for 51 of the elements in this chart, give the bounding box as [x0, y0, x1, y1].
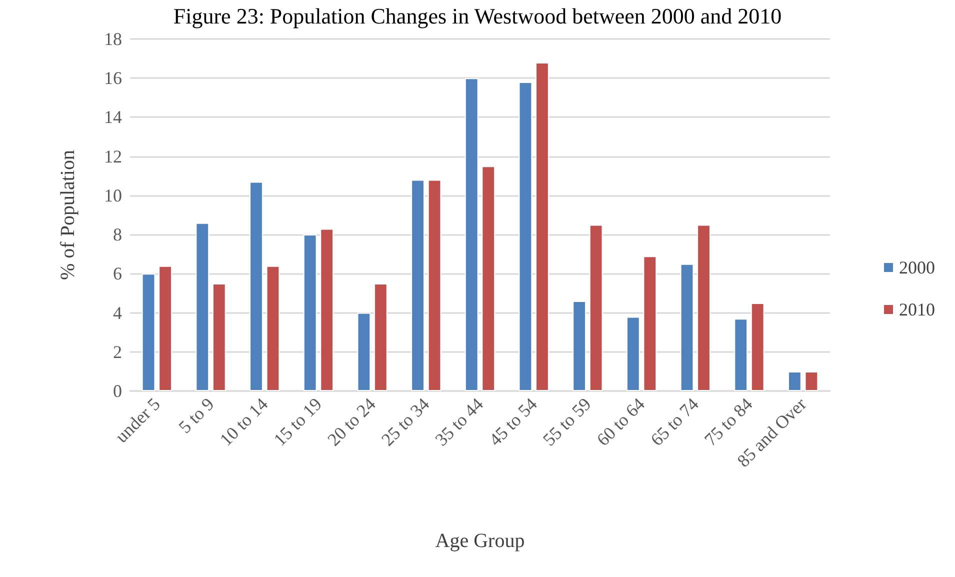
- y-tick-label: 18: [104, 29, 122, 49]
- legend-label: 2010: [899, 300, 935, 320]
- bar: [788, 371, 802, 391]
- bar: [357, 312, 371, 391]
- bar: [411, 180, 424, 391]
- bar: [589, 224, 603, 391]
- x-tick-label: 60 to 64: [592, 394, 649, 450]
- bar: [804, 371, 818, 391]
- bar: [734, 318, 748, 391]
- x-tick-label: 65 to 74: [646, 394, 702, 450]
- bar: [250, 182, 263, 391]
- bar: [266, 266, 280, 391]
- y-tick-label: 0: [113, 381, 122, 401]
- x-tick-label: 10 to 14: [216, 394, 272, 450]
- bar: [536, 62, 549, 391]
- bar: [643, 256, 657, 391]
- x-tick-label: 45 to 54: [485, 394, 541, 450]
- x-tick-label: 5 to 9: [174, 394, 218, 438]
- bar: [303, 234, 317, 391]
- x-tick-label: 55 to 59: [538, 394, 595, 450]
- bar: [482, 166, 496, 391]
- x-tick-label: 25 to 34: [377, 394, 434, 450]
- y-tick-label: 6: [113, 264, 122, 284]
- bar: [196, 222, 210, 391]
- bar: [680, 264, 694, 391]
- bar: [142, 274, 156, 391]
- y-tick-label: 14: [104, 107, 122, 128]
- x-tick-label: 35 to 44: [431, 394, 488, 450]
- y-tick-label: 8: [113, 224, 122, 245]
- bar: [374, 283, 388, 391]
- y-tick-label: 12: [104, 146, 122, 166]
- bar: [464, 78, 478, 391]
- y-tick-label: 16: [104, 68, 122, 88]
- bar: [428, 180, 442, 391]
- x-tick-label: 20 to 24: [324, 394, 380, 450]
- y-tick-label: 4: [113, 302, 122, 323]
- legend-label: 2000: [899, 258, 935, 278]
- bar: [518, 82, 532, 391]
- chart-title: Figure 23: Population Changes in Westwood between 2000 and 2010: [173, 4, 782, 28]
- bar: [572, 301, 586, 391]
- bar: [212, 283, 226, 391]
- x-tick-label: 15 to 19: [270, 394, 326, 450]
- bar: [750, 303, 764, 391]
- bar: [320, 228, 334, 391]
- x-axis-title: Age Group: [435, 530, 525, 552]
- y-tick-label: 2: [113, 342, 122, 362]
- y-tick-label: 10: [104, 185, 122, 206]
- bar: [158, 266, 172, 391]
- y-axis-title: % of Population: [57, 150, 79, 280]
- bar: [626, 316, 640, 391]
- bar: [697, 224, 710, 391]
